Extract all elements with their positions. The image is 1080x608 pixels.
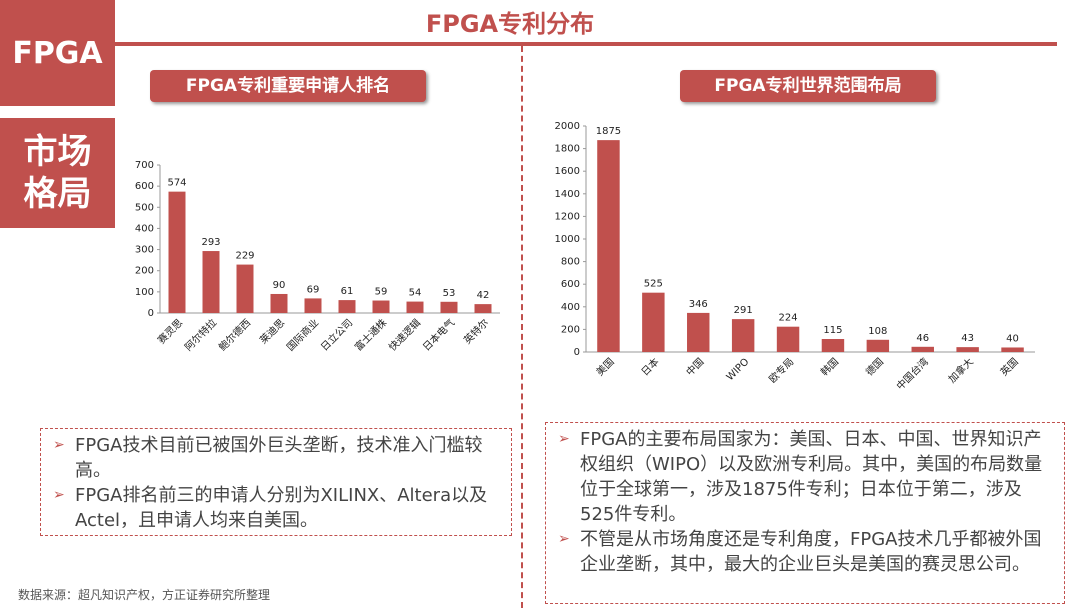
bar	[731, 319, 755, 352]
x-tick-label: 德国	[863, 355, 886, 378]
value-label: 54	[409, 288, 422, 299]
y-tick-label: 600	[135, 181, 154, 192]
value-label: 108	[868, 326, 887, 337]
x-tick-label: 中国	[683, 355, 706, 378]
side-label: FPGA	[0, 0, 115, 106]
y-tick-label: 500	[135, 202, 154, 213]
y-tick-label: 1000	[555, 234, 580, 245]
bar	[1001, 347, 1024, 352]
y-tick-label: 0	[574, 347, 580, 358]
source: 数据来源：超凡知识产权，方正证券研究所整理	[18, 588, 271, 602]
x-tick-label: 赛灵思	[155, 316, 185, 346]
y-tick-label: 600	[561, 279, 580, 290]
y-tick-label: 700	[135, 160, 154, 171]
bar	[687, 312, 710, 352]
bar	[270, 293, 288, 313]
y-tick-label: 400	[135, 223, 154, 234]
y-tick-label: 1200	[555, 211, 580, 222]
x-tick-label: 富士通株	[352, 316, 389, 353]
header-rule	[115, 42, 1057, 46]
value-label: 293	[201, 237, 220, 248]
value-label: 346	[689, 299, 708, 310]
bar	[338, 300, 356, 313]
y-tick-label: 2000	[555, 121, 580, 132]
bar	[642, 292, 665, 352]
y-tick-label: 1400	[555, 189, 580, 200]
value-label: 59	[375, 287, 388, 298]
value-label: 229	[235, 251, 254, 262]
bullet: FPGA技术目前已被国外巨头垄断，技术准入门槛较高。	[53, 433, 503, 483]
y-tick-label: 800	[561, 257, 580, 268]
chart-title: FPGA专利重要申请人排名	[150, 70, 426, 102]
bar	[168, 191, 186, 313]
x-tick-label: 中国台湾	[894, 355, 931, 392]
value-label: 1875	[596, 126, 621, 137]
note-box: FPGA的主要布局国家为：美国、日本、中国、世界知识产权组织（WIPO）以及欧洲…	[545, 422, 1065, 604]
value-label: 43	[961, 333, 974, 344]
bar	[236, 264, 254, 313]
bar	[440, 301, 458, 313]
bar	[597, 140, 620, 352]
bar	[911, 346, 934, 352]
y-tick-label: 200	[135, 266, 154, 277]
x-tick-label: 加拿大	[945, 355, 975, 385]
bar	[474, 304, 492, 313]
bullet: FPGA的主要布局国家为：美国、日本、中国、世界知识产权组织（WIPO）以及欧洲…	[558, 427, 1056, 527]
x-tick-label: 欧专局	[766, 355, 796, 385]
bar	[821, 339, 845, 352]
value-label: 224	[779, 313, 798, 324]
y-tick-label: 0	[148, 308, 154, 319]
bullet: FPGA排名前三的申请人分别为XILINX、Altera以及Actel，且申请人…	[53, 483, 503, 533]
bar	[202, 251, 220, 313]
value-label: 574	[167, 178, 186, 189]
value-label: 46	[916, 333, 929, 344]
y-tick-label: 200	[561, 324, 580, 335]
x-tick-label: 日立公司	[318, 316, 355, 353]
bar	[372, 300, 390, 313]
x-tick-label: 日本电气	[420, 316, 457, 353]
x-tick-label: 英特尔	[461, 316, 491, 346]
bar	[866, 339, 890, 352]
y-tick-label: 400	[561, 302, 580, 313]
x-tick-label: 国际商业	[284, 316, 321, 353]
y-tick-label: 1800	[555, 144, 580, 155]
value-label: 42	[477, 290, 490, 301]
value-label: 525	[644, 279, 663, 290]
x-tick-label: 日本	[638, 355, 661, 378]
side-title-line: 市场	[23, 132, 92, 172]
value-label: 40	[1006, 333, 1019, 344]
x-tick-label: 阿尔特拉	[182, 316, 219, 353]
side-title-line: 格局	[23, 174, 92, 214]
chart-title: FPGA专利世界范围布局	[680, 70, 936, 102]
bar	[776, 326, 800, 352]
bar	[956, 347, 979, 352]
y-tick-label: 100	[135, 287, 154, 298]
y-tick-label: 1600	[555, 166, 580, 177]
bar	[406, 301, 424, 313]
value-label: 53	[443, 288, 456, 299]
y-tick-label: 300	[135, 245, 154, 256]
x-tick-label: 鲍尔德西	[216, 316, 253, 353]
bar	[304, 298, 322, 313]
value-label: 61	[341, 286, 354, 297]
divider	[521, 46, 523, 608]
bullet: 不管是从市场角度还是专利角度，FPGA技术几乎都被外国企业垄断，其中，最大的企业…	[558, 527, 1056, 577]
x-tick-label: 英国	[997, 355, 1020, 378]
x-tick-label: 美国	[593, 355, 616, 378]
x-tick-label: 韩国	[818, 355, 841, 378]
x-tick-label: 莱迪思	[258, 317, 288, 347]
x-tick-label: WIPO	[725, 356, 752, 383]
x-tick-label: 快速逻辑	[386, 316, 423, 353]
value-label: 115	[823, 325, 842, 336]
value-label: 291	[734, 305, 753, 316]
value-label: 69	[307, 284, 320, 295]
value-label: 90	[273, 280, 286, 291]
note-box: FPGA技术目前已被国外巨头垄断，技术准入门槛较高。 FPGA排名前三的申请人分…	[40, 428, 512, 536]
slide-title: FPGA专利分布	[425, 10, 595, 38]
side-title: 市场 格局	[0, 118, 115, 228]
